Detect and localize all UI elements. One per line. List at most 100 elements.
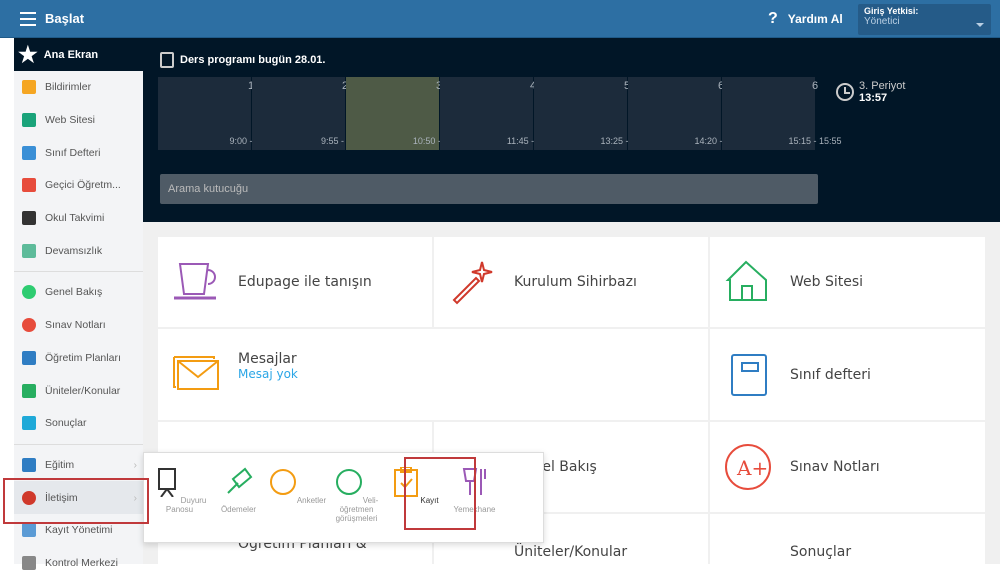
menu-icon[interactable] (20, 12, 36, 26)
role-select[interactable]: Giriş Yetkisi: Yönetici (858, 4, 991, 35)
period-cell[interactable]: 2 9:55 - 10:35 (252, 77, 369, 150)
period-number: 5 (623, 80, 631, 92)
sidebar-home[interactable]: ★ Ana Ekran (14, 38, 143, 71)
period-cell[interactable]: 6 15:15 - 15:55 (722, 77, 842, 150)
notifications-icon (22, 80, 36, 95)
sidebar-item-label: Web Sitesi (45, 114, 95, 127)
period-cell[interactable]: 4 11:45 - 12:25 (440, 77, 559, 150)
sidebar-item-label: Genel Bakış (45, 286, 103, 299)
magic-wand-icon (452, 261, 493, 305)
sidebar-item-substitute-teacher[interactable]: Geçici Öğretm... (14, 169, 143, 202)
schedule-title: Ders programı bugün 28.01. (160, 52, 325, 68)
schedule-periods: 1 9:00 - 9:40 2 9:55 - 10:35 3 10:50 - 11:3… (158, 77, 842, 150)
sidebar-item-label: Kontrol Merkezi (45, 556, 118, 569)
sidebar-item-results[interactable]: Sonuçlar (14, 407, 143, 440)
sidebar-item-teaching-plans[interactable]: Öğretim Planları (14, 342, 143, 375)
tile-label: Web Sitesi (790, 274, 864, 290)
sidebar-item-control-center[interactable]: Kontrol Merkezi (14, 547, 143, 579)
period-time: 13:25 - 14:05 (600, 136, 654, 146)
search-input[interactable] (160, 174, 818, 204)
sidebar-item-school-calendar[interactable]: Okul Takvimi (14, 202, 143, 235)
period-time: 9:55 - 10:35 (320, 136, 370, 146)
tile-setup-wizard[interactable]: Kurulum Sihirbazı (434, 237, 708, 327)
sidebar-item-class-register[interactable]: Sınıf Defteri (14, 136, 143, 169)
tile-label: Mesajlar Mesaj yok (238, 351, 298, 381)
house-icon (725, 260, 767, 301)
teaching-plans-icon (22, 350, 36, 365)
tile-exam-grades[interactable]: A+ Sınav Notları (710, 422, 985, 512)
sidebar-item-label: Öğretim Planları (45, 351, 121, 364)
current-time: 13:57 (859, 92, 888, 104)
tile-results[interactable]: Sonuçlar (710, 514, 985, 574)
period-number: 1 (247, 80, 255, 92)
messages-status: Mesaj yok (238, 367, 298, 381)
sidebar-item-registration[interactable]: Kayıt Yönetimi (14, 514, 143, 547)
role-label: Giriş Yetkisi: (864, 6, 919, 16)
submenu-item-parent-teacher-meetings[interactable]: Veli-öğretmen görüşmeleri (327, 463, 386, 542)
period-cell[interactable]: 6 14:20 - 15:00 (628, 77, 748, 150)
period-time: 14:20 - 15:00 (694, 136, 748, 146)
sidebar-item-attendance[interactable]: Devamsızlık (14, 234, 143, 267)
submenu-item-label: Duyuru Panosu (165, 496, 207, 514)
tile-website[interactable]: Web Sitesi (710, 237, 985, 327)
submenu-item-label: Ödemeler (220, 505, 257, 514)
help-label: Yardım Al (787, 12, 843, 26)
sidebar-item-label: Bildirimler (45, 81, 92, 94)
sidebar-item-units[interactable]: Üniteler/Konular (14, 374, 143, 407)
sidebar-item-notifications[interactable]: Bildirimler (14, 71, 143, 104)
chevron-right-icon: › (133, 458, 138, 471)
units-icon (22, 383, 36, 398)
sidebar-item-overview[interactable]: Genel Bakış (14, 276, 143, 309)
board-icon (157, 468, 176, 498)
website-icon (22, 113, 36, 128)
sidebar-item-label: Sınav Notları (45, 319, 106, 332)
notebook-icon (731, 353, 767, 396)
period-cell[interactable]: 1 9:00 - 9:40 (158, 77, 273, 150)
divider (14, 271, 143, 273)
period-number: 2 (341, 80, 349, 92)
submenu-item-payments[interactable]: Ödemeler (209, 463, 268, 542)
calendar-icon (160, 52, 174, 68)
sidebar-item-education[interactable]: Eğitim › (14, 449, 143, 482)
control-center-icon (22, 555, 36, 570)
class-register-icon (22, 145, 36, 160)
current-period: 3. Periyot 13:57 (836, 80, 905, 104)
tile-label: Kurulum Sihirbazı (514, 274, 637, 290)
exam-grades-icon (22, 318, 36, 333)
sidebar-item-label: Sınıf Defteri (45, 146, 101, 159)
period-cell[interactable]: 5 13:25 - 14:05 (534, 77, 654, 150)
sidebar-item-website[interactable]: Web Sitesi (14, 104, 143, 137)
tile-label-text: Mesajlar (238, 351, 297, 367)
chevron-down-icon (976, 23, 984, 31)
submenu-item-surveys[interactable]: Anketler (268, 463, 327, 542)
envelope-icon (173, 355, 219, 390)
sidebar-item-exam-grades[interactable]: Sınav Notları (14, 309, 143, 342)
sidebar-item-label: Eğitim (45, 458, 75, 471)
tile-edupage[interactable]: Edupage ile tanışın (158, 237, 432, 327)
app-title[interactable]: Başlat (45, 11, 85, 26)
period-time: 9:00 - 9:40 (229, 136, 273, 146)
divider (14, 443, 143, 445)
period-number: 3 (435, 80, 443, 92)
tile-label: Edupage ile tanışın (238, 274, 372, 290)
help-button[interactable]: ? Yardım Al (768, 10, 843, 28)
tile-label: Sınıf defteri (790, 366, 871, 383)
period-time: 11:45 - 12:25 (506, 136, 560, 146)
sidebar-item-label: Okul Takvimi (45, 212, 105, 225)
schedule-title-text: Ders programı bugün 28.01. (180, 54, 326, 66)
submenu-item-notice-board[interactable]: Duyuru Panosu (150, 463, 209, 542)
overview-icon (22, 285, 36, 300)
results-icon (22, 416, 36, 431)
grade-a-plus-icon: A+ (725, 444, 771, 490)
main-content: Edupage ile tanışın Kurulum Sihirbazı We… (143, 222, 1000, 574)
meeting-clock-icon (335, 469, 362, 495)
sidebar-item-label: Geçici Öğretm... (45, 179, 121, 192)
period-cell-current[interactable]: 3 10:50 - 11:30 (346, 77, 465, 150)
tile-class-register[interactable]: Sınıf defteri (710, 329, 985, 420)
sidebar-item-communication[interactable]: İletişim › (14, 481, 143, 514)
attendance-icon (22, 243, 36, 258)
current-period-label: 3. Periyot (859, 80, 906, 92)
clock-icon (836, 83, 854, 101)
highlight-box (3, 478, 149, 524)
tile-messages[interactable]: Mesajlar Mesaj yok (158, 329, 708, 420)
